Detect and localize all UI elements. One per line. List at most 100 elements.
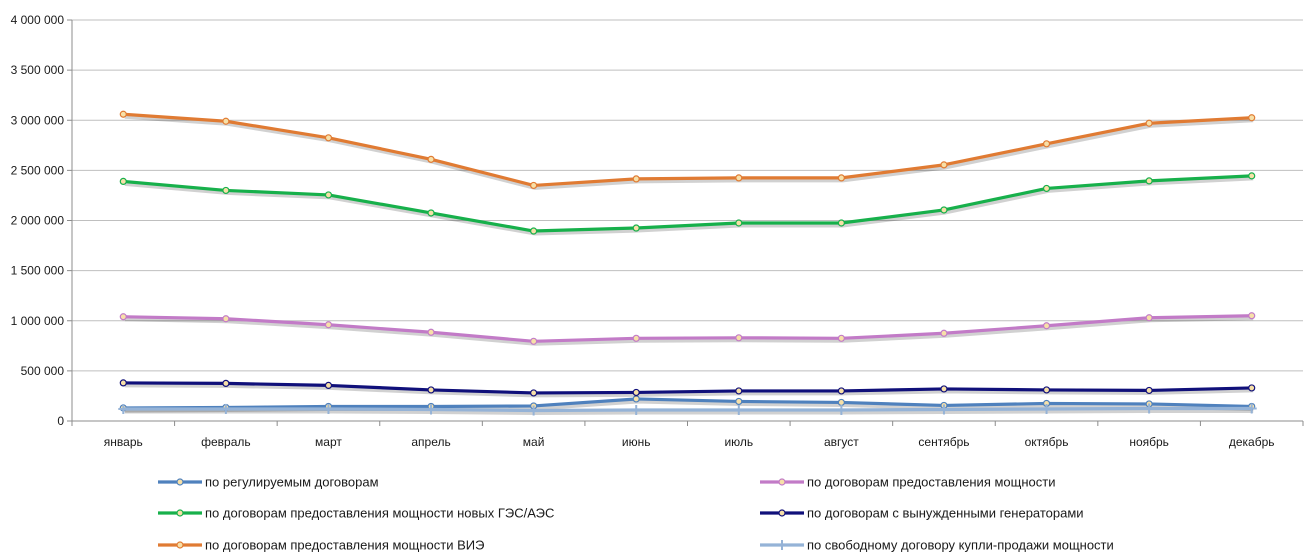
legend-item: по договорам предоставления мощности нов…	[158, 506, 554, 521]
y-tick-label: 1 500 000	[11, 264, 65, 278]
data-point	[426, 404, 437, 415]
data-point	[1144, 403, 1155, 414]
data-point	[1041, 403, 1052, 414]
legend-marker	[176, 478, 184, 486]
data-point	[119, 177, 127, 186]
data-point	[1248, 172, 1256, 180]
y-tick-label: 1 000 000	[11, 314, 65, 328]
x-tick-label: октябрь	[1025, 435, 1069, 449]
legend: по регулируемым договорам по договорам пр…	[158, 475, 1114, 552]
y-tick-label: 500 000	[21, 364, 65, 378]
legend-item: по договорам с вынужденными генераторами	[760, 506, 1084, 521]
data-point	[427, 209, 435, 217]
x-tick-label: декабрь	[1229, 435, 1275, 449]
series-layer	[118, 110, 1257, 416]
series-line	[123, 406, 1252, 413]
grid-lines	[72, 19, 1303, 422]
data-point	[222, 379, 230, 388]
x-tick-label: март	[315, 435, 342, 449]
data-point	[735, 387, 743, 395]
y-tick-label: 2 500 000	[11, 163, 65, 177]
data-point	[1145, 314, 1153, 322]
legend-label: по договорам предоставления мощности нов…	[205, 506, 554, 521]
data-point	[632, 388, 640, 397]
data-point	[940, 385, 948, 393]
data-point	[735, 174, 743, 182]
data-point	[528, 405, 539, 416]
y-axis: 0 500 000 1 000 000 1 500 000 2 000 000 2 500…	[11, 13, 73, 428]
series-line-shadow	[124, 316, 1254, 346]
series-line	[123, 174, 1252, 233]
series-line	[123, 381, 1252, 395]
data-point	[632, 334, 640, 342]
data-point	[530, 389, 538, 397]
data-point	[427, 328, 435, 336]
data-point	[631, 404, 642, 415]
data-point	[119, 379, 127, 387]
x-tick-label: сентябрь	[918, 435, 969, 449]
x-tick-label: август	[824, 435, 859, 449]
legend-marker	[176, 509, 184, 517]
legend-marker	[176, 541, 184, 549]
legend-item: по договорам предоставления мощности ВИЭ	[158, 538, 484, 552]
y-tick-label: 3 000 000	[11, 113, 65, 127]
legend-item: по договорам предоставления мощности	[760, 475, 1055, 490]
legend-label: по договорам с вынужденными генераторами	[807, 506, 1084, 521]
data-point	[837, 174, 845, 182]
series-5	[118, 403, 1257, 416]
data-point	[837, 387, 845, 395]
data-point	[530, 181, 538, 190]
data-point	[735, 397, 743, 406]
data-point	[837, 398, 845, 407]
data-point	[222, 315, 230, 323]
legend-marker	[777, 540, 787, 550]
data-point	[632, 175, 640, 183]
data-point	[940, 161, 948, 169]
y-tick-label: 2 000 000	[11, 214, 65, 228]
data-point	[735, 219, 743, 227]
series-1	[119, 312, 1256, 346]
x-tick-label: апрель	[411, 435, 450, 449]
data-point	[324, 381, 333, 390]
data-point	[119, 313, 127, 321]
data-point	[324, 134, 333, 142]
data-point	[324, 321, 333, 329]
y-tick-label: 4 000 000	[11, 13, 65, 27]
data-point	[427, 155, 435, 163]
legend-item: по регулируемым договорам	[158, 475, 379, 490]
data-point	[530, 227, 538, 235]
data-point	[733, 404, 744, 415]
data-point	[938, 404, 949, 415]
data-point	[222, 117, 230, 125]
legend-label: по свободному договору купли-продажи мощ…	[807, 538, 1114, 552]
legend-label: по договорам предоставления мощности ВИЭ	[205, 538, 484, 552]
data-point	[1248, 114, 1256, 122]
series-line-shadow	[124, 176, 1254, 236]
data-point	[118, 403, 129, 414]
data-point	[1246, 403, 1257, 414]
data-point	[530, 337, 538, 345]
data-point	[1042, 386, 1051, 394]
data-point	[323, 403, 334, 414]
x-tick-label: май	[523, 435, 545, 449]
data-point	[1248, 384, 1256, 392]
data-point	[940, 329, 948, 337]
x-axis: январь февраль март апрель май июнь июль август…	[71, 421, 1304, 449]
x-tick-label: январь	[104, 435, 143, 449]
data-point	[1042, 140, 1051, 148]
legend-label: по регулируемым договорам	[205, 475, 379, 490]
data-point	[427, 386, 435, 394]
x-tick-label: ноябрь	[1129, 435, 1169, 449]
data-point	[735, 334, 743, 342]
series-line-shadow	[124, 383, 1254, 398]
data-point	[1145, 177, 1153, 185]
legend-marker	[778, 478, 786, 486]
x-tick-label: июль	[724, 435, 753, 449]
data-point	[220, 403, 231, 414]
data-point	[1042, 322, 1051, 330]
legend-label: по договорам предоставления мощности	[807, 475, 1055, 490]
legend-marker	[778, 509, 786, 517]
series-4	[119, 110, 1256, 190]
series-line-shadow	[124, 408, 1254, 415]
